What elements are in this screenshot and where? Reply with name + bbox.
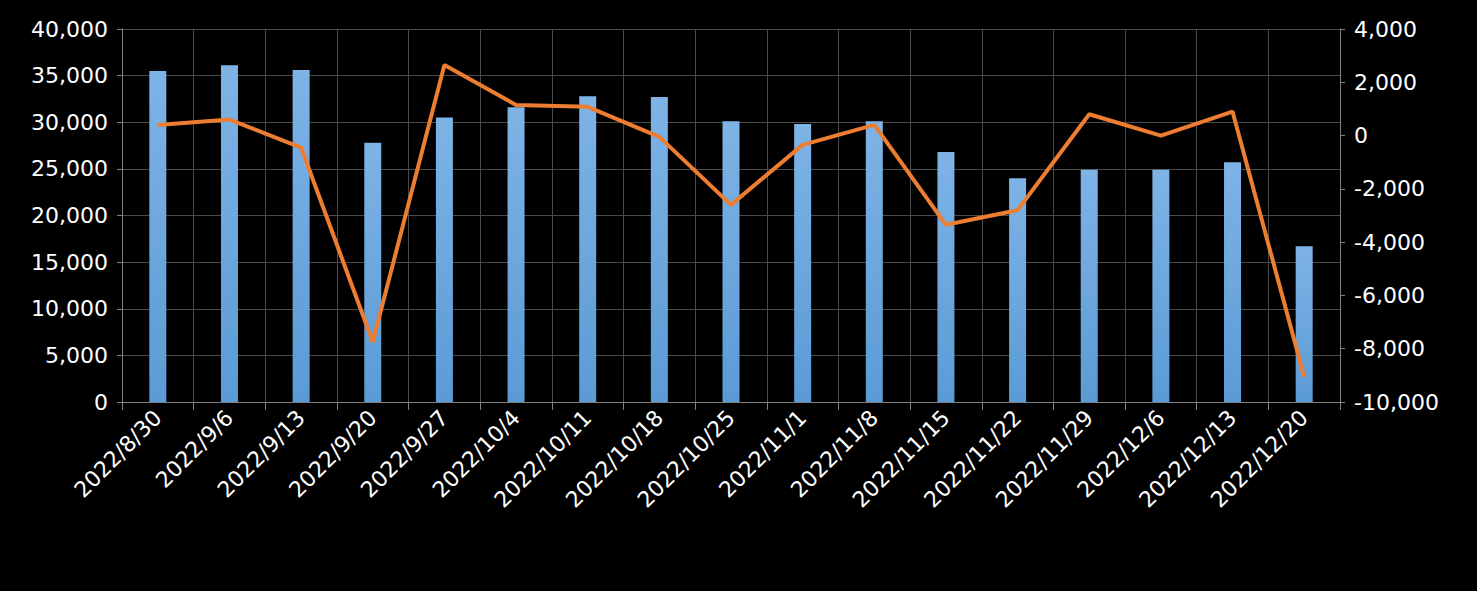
svg-text:2022/12/13: 2022/12/13	[1134, 405, 1242, 513]
svg-text:25,000: 25,000	[31, 156, 108, 181]
svg-text:2022/11/29: 2022/11/29	[991, 405, 1098, 512]
svg-text:2022/9/6: 2022/9/6	[150, 405, 239, 493]
svg-text:2022/11/8: 2022/11/8	[785, 405, 884, 503]
svg-text:-4,000: -4,000	[1354, 230, 1425, 255]
svg-text:35,000: 35,000	[31, 63, 108, 88]
svg-text:0: 0	[94, 390, 108, 415]
svg-text:2022/8/30: 2022/8/30	[69, 405, 166, 502]
svg-text:2022/9/27: 2022/9/27	[355, 405, 454, 503]
svg-text:-8,000: -8,000	[1354, 336, 1425, 361]
svg-text:40,000: 40,000	[31, 17, 108, 42]
svg-text:2022/10/11: 2022/10/11	[489, 405, 597, 513]
svg-text:4,000: 4,000	[1354, 17, 1417, 42]
svg-text:2022/12/20: 2022/12/20	[1206, 405, 1313, 512]
svg-text:-6,000: -6,000	[1354, 283, 1425, 308]
svg-text:2022/11/1: 2022/11/1	[714, 405, 812, 503]
svg-text:0: 0	[1354, 123, 1368, 148]
svg-text:2022/9/13: 2022/9/13	[212, 405, 310, 503]
svg-text:5,000: 5,000	[45, 343, 108, 368]
svg-text:2022/9/20: 2022/9/20	[284, 405, 382, 503]
svg-text:2022/12/6: 2022/12/6	[1072, 405, 1170, 503]
svg-text:-2,000: -2,000	[1354, 176, 1425, 201]
svg-text:-10,000: -10,000	[1354, 390, 1439, 415]
svg-text:2022/11/22: 2022/11/22	[919, 405, 1027, 513]
svg-text:20,000: 20,000	[31, 203, 108, 228]
svg-text:10,000: 10,000	[31, 296, 108, 321]
svg-text:2,000: 2,000	[1354, 70, 1417, 95]
svg-text:15,000: 15,000	[31, 250, 108, 275]
svg-text:2022/10/18: 2022/10/18	[560, 405, 669, 513]
svg-text:2022/10/25: 2022/10/25	[633, 405, 740, 512]
svg-text:2022/11/15: 2022/11/15	[847, 405, 955, 513]
svg-text:2022/10/4: 2022/10/4	[427, 405, 525, 503]
svg-text:30,000: 30,000	[31, 110, 108, 135]
